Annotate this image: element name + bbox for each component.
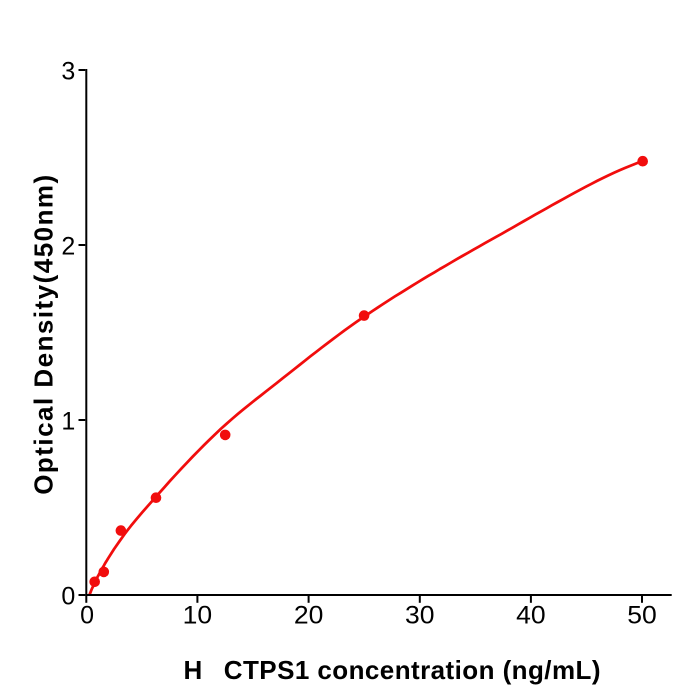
svg-text:2: 2 bbox=[61, 232, 75, 260]
svg-text:50: 50 bbox=[627, 601, 657, 629]
svg-text:40: 40 bbox=[516, 601, 546, 629]
svg-text:0: 0 bbox=[61, 582, 75, 610]
svg-text:3: 3 bbox=[61, 57, 75, 85]
svg-text:H CTPS1 concentration (ng/mL): H CTPS1 concentration (ng/mL) bbox=[184, 655, 601, 685]
svg-text:Optical Density(450nm): Optical Density(450nm) bbox=[28, 175, 58, 495]
svg-text:10: 10 bbox=[183, 601, 213, 629]
svg-text:0: 0 bbox=[80, 601, 94, 629]
svg-text:1: 1 bbox=[61, 407, 75, 435]
svg-text:30: 30 bbox=[405, 601, 435, 629]
svg-text:20: 20 bbox=[294, 601, 324, 629]
